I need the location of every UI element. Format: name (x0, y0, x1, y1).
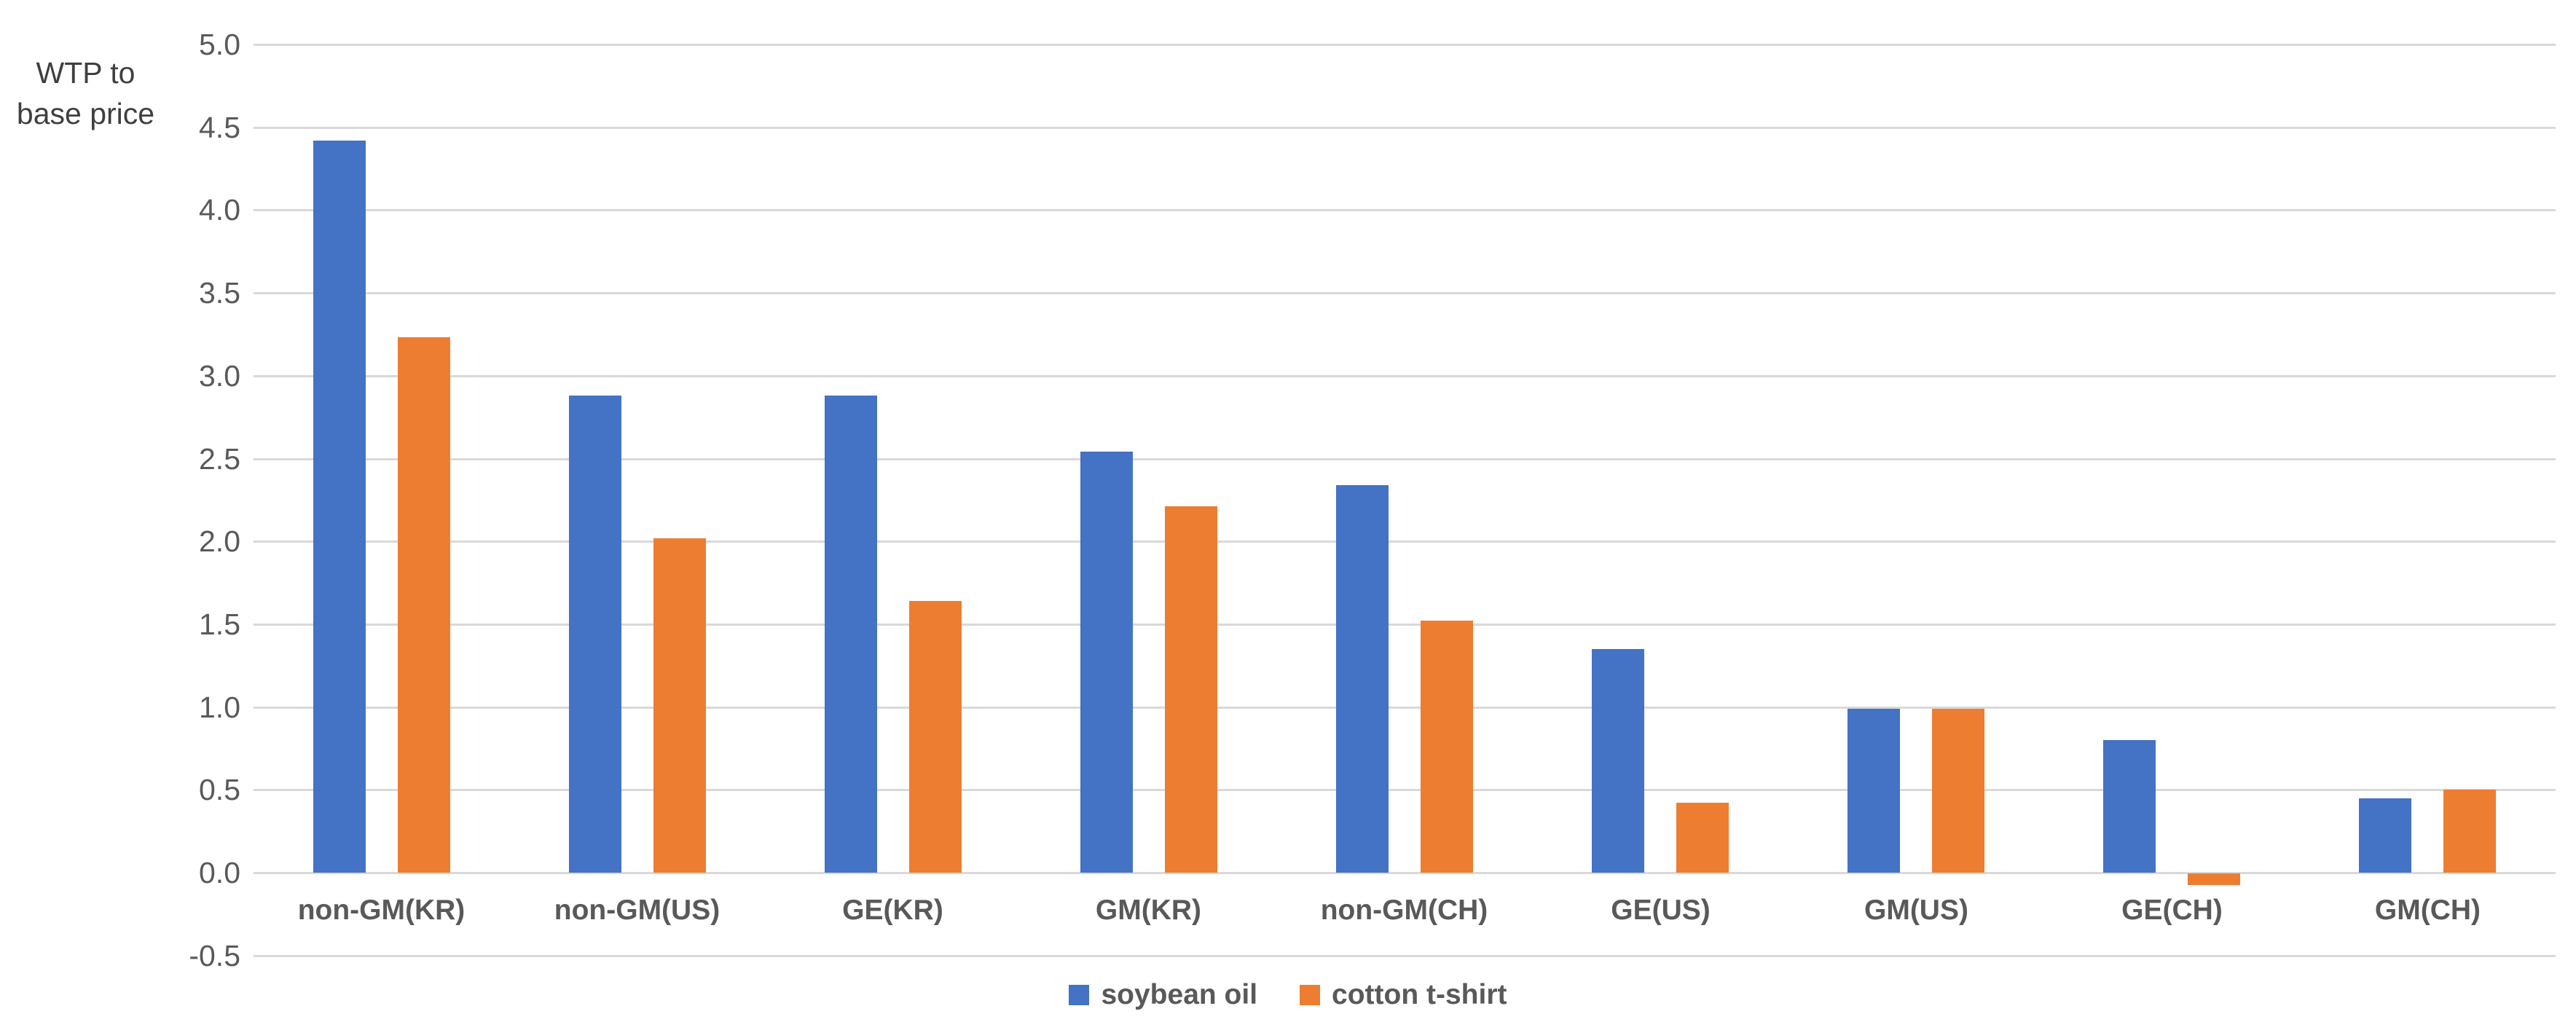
y-axis-title: WTP to base price (7, 52, 164, 134)
bar-cotton-t-shirt-gm-us (1932, 709, 1984, 873)
gridline (254, 624, 2556, 626)
bar-cotton-t-shirt-ge-us (1676, 803, 1729, 873)
gridline (254, 955, 2556, 957)
bar-soybean-oil-gm-us (1847, 709, 1900, 873)
x-category-label: GE(CH) (2121, 895, 2223, 926)
y-tick-label: 3.0 (199, 359, 240, 393)
y-tick-label: 4.5 (199, 111, 240, 144)
bar-cotton-t-shirt-non-gm-us (653, 538, 706, 873)
gridline (254, 789, 2556, 791)
y-tick-label: 0.0 (199, 856, 240, 889)
y-axis-title-line2: base price (16, 97, 155, 130)
bar-cotton-t-shirt-gm-kr (1165, 506, 1217, 873)
bar-cotton-t-shirt-gm-ch (2443, 790, 2496, 873)
gridline (254, 292, 2556, 294)
gridline (254, 458, 2556, 460)
y-tick-label: 1.0 (199, 691, 240, 724)
x-category-label: non-GM(CH) (1320, 895, 1488, 926)
y-tick-label: -0.5 (189, 939, 240, 972)
bar-soybean-oil-non-gm-kr (313, 141, 366, 873)
gridline (254, 707, 2556, 709)
bar-soybean-oil-gm-ch (2359, 798, 2411, 873)
legend-label: soybean oil (1101, 979, 1258, 1010)
x-category-label: non-GM(US) (554, 895, 720, 926)
bar-cotton-t-shirt-ge-kr (909, 601, 962, 873)
x-category-label: non-GM(KR) (297, 895, 466, 926)
legend-item-cotton-t-shirt: cotton t-shirt (1300, 979, 1507, 1011)
bar-soybean-oil-non-gm-ch (1336, 485, 1389, 873)
bar-cotton-t-shirt-non-gm-kr (398, 337, 450, 873)
gridline (254, 44, 2556, 46)
gridline (254, 127, 2556, 129)
y-tick-label: 3.5 (199, 276, 240, 310)
bar-soybean-oil-ge-kr (825, 396, 877, 873)
x-category-label: GE(KR) (842, 895, 943, 926)
legend-item-soybean-oil: soybean oil (1069, 979, 1257, 1011)
bar-soybean-oil-gm-kr (1080, 452, 1133, 873)
y-axis-title-line1: WTP to (36, 56, 136, 90)
bar-cotton-t-shirt-ge-ch (2188, 873, 2240, 885)
legend: soybean oil cotton t-shirt (0, 979, 2576, 1011)
y-tick-label: 1.5 (199, 608, 240, 641)
bar-soybean-oil-ge-ch (2103, 740, 2156, 873)
y-tick-label: 2.0 (199, 524, 240, 558)
x-category-label: GM(US) (1864, 895, 1968, 926)
bar-soybean-oil-non-gm-us (569, 396, 621, 873)
y-tick-label: 4.0 (199, 193, 240, 227)
gridline (254, 209, 2556, 211)
legend-swatch-cotton-t-shirt (1300, 985, 1321, 1005)
y-tick-label: 2.5 (199, 442, 240, 476)
y-tick-label: 5.0 (199, 28, 240, 61)
gridline (254, 872, 2556, 874)
gridline (254, 540, 2556, 543)
x-category-label: GM(CH) (2374, 895, 2481, 926)
y-tick-label: 0.5 (199, 773, 240, 806)
legend-swatch-soybean-oil (1069, 985, 1090, 1005)
gridline (254, 375, 2556, 377)
bar-soybean-oil-ge-us (1592, 649, 1644, 873)
x-category-label: GE(US) (1611, 895, 1711, 926)
x-category-label: GM(KR) (1095, 895, 1202, 926)
bar-cotton-t-shirt-non-gm-ch (1421, 621, 1473, 873)
legend-label: cotton t-shirt (1332, 979, 1507, 1010)
